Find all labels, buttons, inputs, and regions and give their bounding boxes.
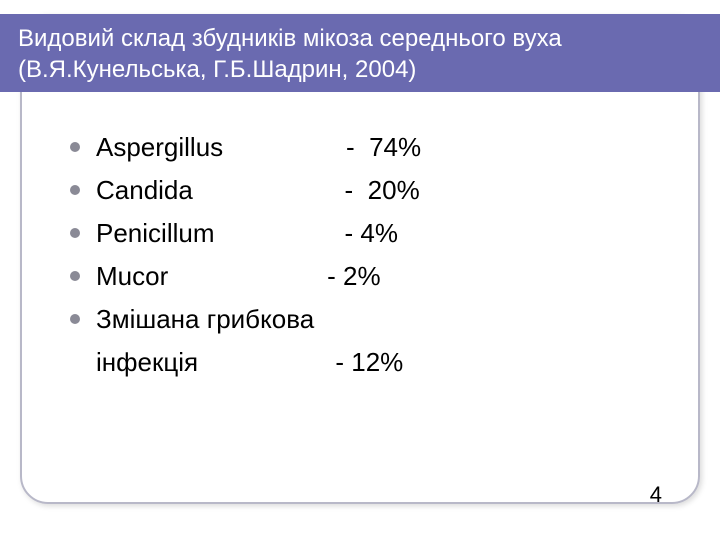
list-item: Змішана грибкова: [70, 302, 630, 337]
title-line-1: Видовий склад збудників мікоза середньог…: [18, 23, 702, 54]
list-item: Penicillum - 4%: [70, 216, 630, 251]
item-text: Penicillum - 4%: [96, 216, 398, 251]
bullet-icon: [70, 185, 80, 195]
title-bar: Видовий склад збудників мікоза середньог…: [0, 14, 720, 92]
list-item: Candida - 20%: [70, 173, 630, 208]
title-line-2: (В.Я.Кунельська, Г.Б.Шадрин, 2004): [18, 54, 702, 85]
item-text: Mucor - 2%: [96, 259, 381, 294]
item-text: інфекція - 12%: [96, 345, 403, 380]
bullet-icon: [70, 142, 80, 152]
item-text: Candida - 20%: [96, 173, 420, 208]
list-item: Aspergillus - 74%: [70, 130, 630, 165]
item-text: Aspergillus - 74%: [96, 130, 421, 165]
page-number: 4: [650, 482, 662, 508]
bullet-icon: [70, 271, 80, 281]
list-item: інфекція - 12%: [70, 345, 630, 380]
content-list: Aspergillus - 74% Candida - 20% Penicill…: [70, 130, 630, 389]
item-text: Змішана грибкова: [96, 302, 314, 337]
bullet-icon: [70, 314, 80, 324]
list-item: Mucor - 2%: [70, 259, 630, 294]
bullet-icon: [70, 228, 80, 238]
